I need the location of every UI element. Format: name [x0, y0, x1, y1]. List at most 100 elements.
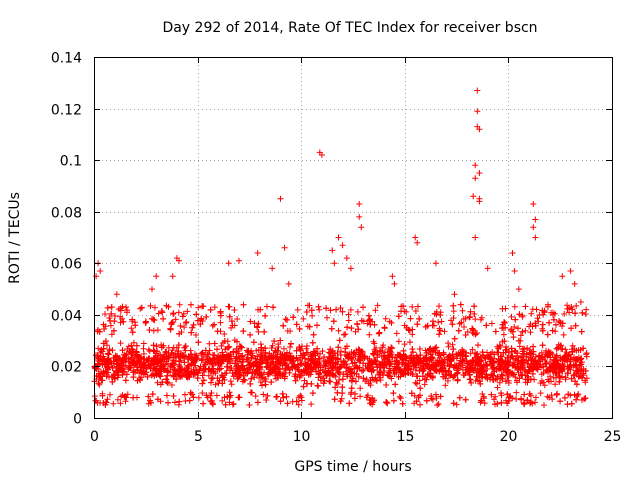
data-point	[149, 391, 156, 398]
data-point	[124, 391, 131, 398]
data-point	[461, 324, 467, 330]
y-tick-label: 0.1	[60, 154, 82, 170]
data-point	[223, 370, 230, 376]
data-point	[501, 338, 508, 345]
data-point	[522, 303, 529, 310]
data-point	[123, 304, 129, 311]
data-point	[282, 357, 289, 364]
data-point	[352, 390, 358, 397]
data-point	[563, 349, 570, 356]
data-point	[331, 260, 338, 267]
data-point	[539, 321, 546, 328]
data-point	[511, 268, 518, 274]
data-point	[293, 321, 300, 328]
data-point	[409, 346, 416, 352]
data-point	[484, 265, 491, 272]
data-point	[104, 304, 111, 311]
data-point	[345, 311, 352, 318]
data-point	[472, 175, 479, 182]
data-point	[297, 347, 304, 354]
data-point	[442, 371, 449, 378]
data-point	[94, 360, 101, 367]
data-point	[257, 352, 264, 359]
data-point	[226, 313, 233, 320]
data-point	[117, 319, 124, 326]
data-point	[376, 347, 383, 354]
y-axis-label: ROTI / TECUs	[7, 192, 23, 284]
data-point	[381, 368, 388, 374]
data-point	[499, 375, 506, 382]
data-point	[346, 400, 353, 407]
data-point	[467, 350, 474, 357]
data-point	[165, 303, 172, 310]
data-point	[515, 325, 521, 332]
data-point	[110, 327, 117, 334]
data-point	[440, 365, 446, 372]
data-point	[559, 373, 565, 380]
data-point	[129, 329, 136, 336]
data-point	[170, 354, 177, 361]
data-point	[516, 343, 523, 350]
data-point	[281, 244, 288, 251]
data-point	[118, 367, 125, 374]
data-point	[466, 371, 473, 378]
data-point	[270, 304, 277, 311]
data-point	[182, 343, 189, 350]
data-point	[129, 346, 136, 353]
data-point	[366, 396, 373, 403]
data-point	[581, 395, 588, 402]
data-point	[314, 322, 320, 329]
data-point	[147, 361, 154, 368]
data-point	[276, 359, 283, 366]
data-point	[402, 370, 409, 377]
data-point	[209, 361, 216, 368]
data-point	[287, 344, 294, 350]
data-point	[366, 365, 373, 372]
data-point	[309, 356, 316, 362]
data-point	[229, 401, 236, 408]
data-point	[442, 382, 449, 389]
data-point	[394, 351, 401, 358]
data-point	[580, 345, 587, 352]
data-point	[130, 394, 137, 401]
data-point	[175, 309, 182, 316]
data-point	[427, 345, 434, 352]
data-point	[151, 348, 158, 355]
data-point	[457, 349, 464, 356]
data-point	[234, 316, 241, 322]
chart-title: Day 292 of 2014, Rate Of TEC Index for r…	[162, 20, 537, 36]
data-point	[284, 328, 291, 334]
data-point	[382, 349, 388, 356]
data-point	[561, 353, 568, 360]
data-point	[441, 328, 448, 335]
data-point	[249, 370, 256, 377]
data-point	[521, 391, 528, 398]
data-point	[259, 382, 265, 389]
data-point	[519, 328, 526, 335]
data-point	[355, 326, 362, 333]
data-point	[312, 350, 319, 357]
data-point	[370, 351, 377, 358]
data-point	[428, 357, 435, 364]
data-point	[221, 376, 228, 383]
data-point	[508, 326, 515, 333]
data-point	[479, 373, 486, 380]
data-point	[412, 308, 419, 314]
data-point	[568, 325, 575, 332]
data-point	[315, 356, 322, 362]
data-point	[233, 353, 240, 360]
data-point	[574, 393, 581, 399]
data-point	[234, 338, 240, 345]
tick-labels: 0 0.02 0.04 0.06 0.08 0.1 0.12 0.14 0 5 10 15 20 25	[51, 51, 622, 446]
data-point	[546, 349, 553, 356]
data-point	[199, 390, 206, 396]
data-point	[111, 375, 118, 381]
data-point	[286, 355, 293, 362]
data-point	[369, 374, 376, 381]
data-point	[157, 358, 164, 365]
data-point	[292, 377, 299, 384]
data-point	[437, 393, 444, 400]
data-point	[306, 323, 313, 330]
data-point	[423, 349, 430, 356]
data-point	[347, 306, 354, 313]
